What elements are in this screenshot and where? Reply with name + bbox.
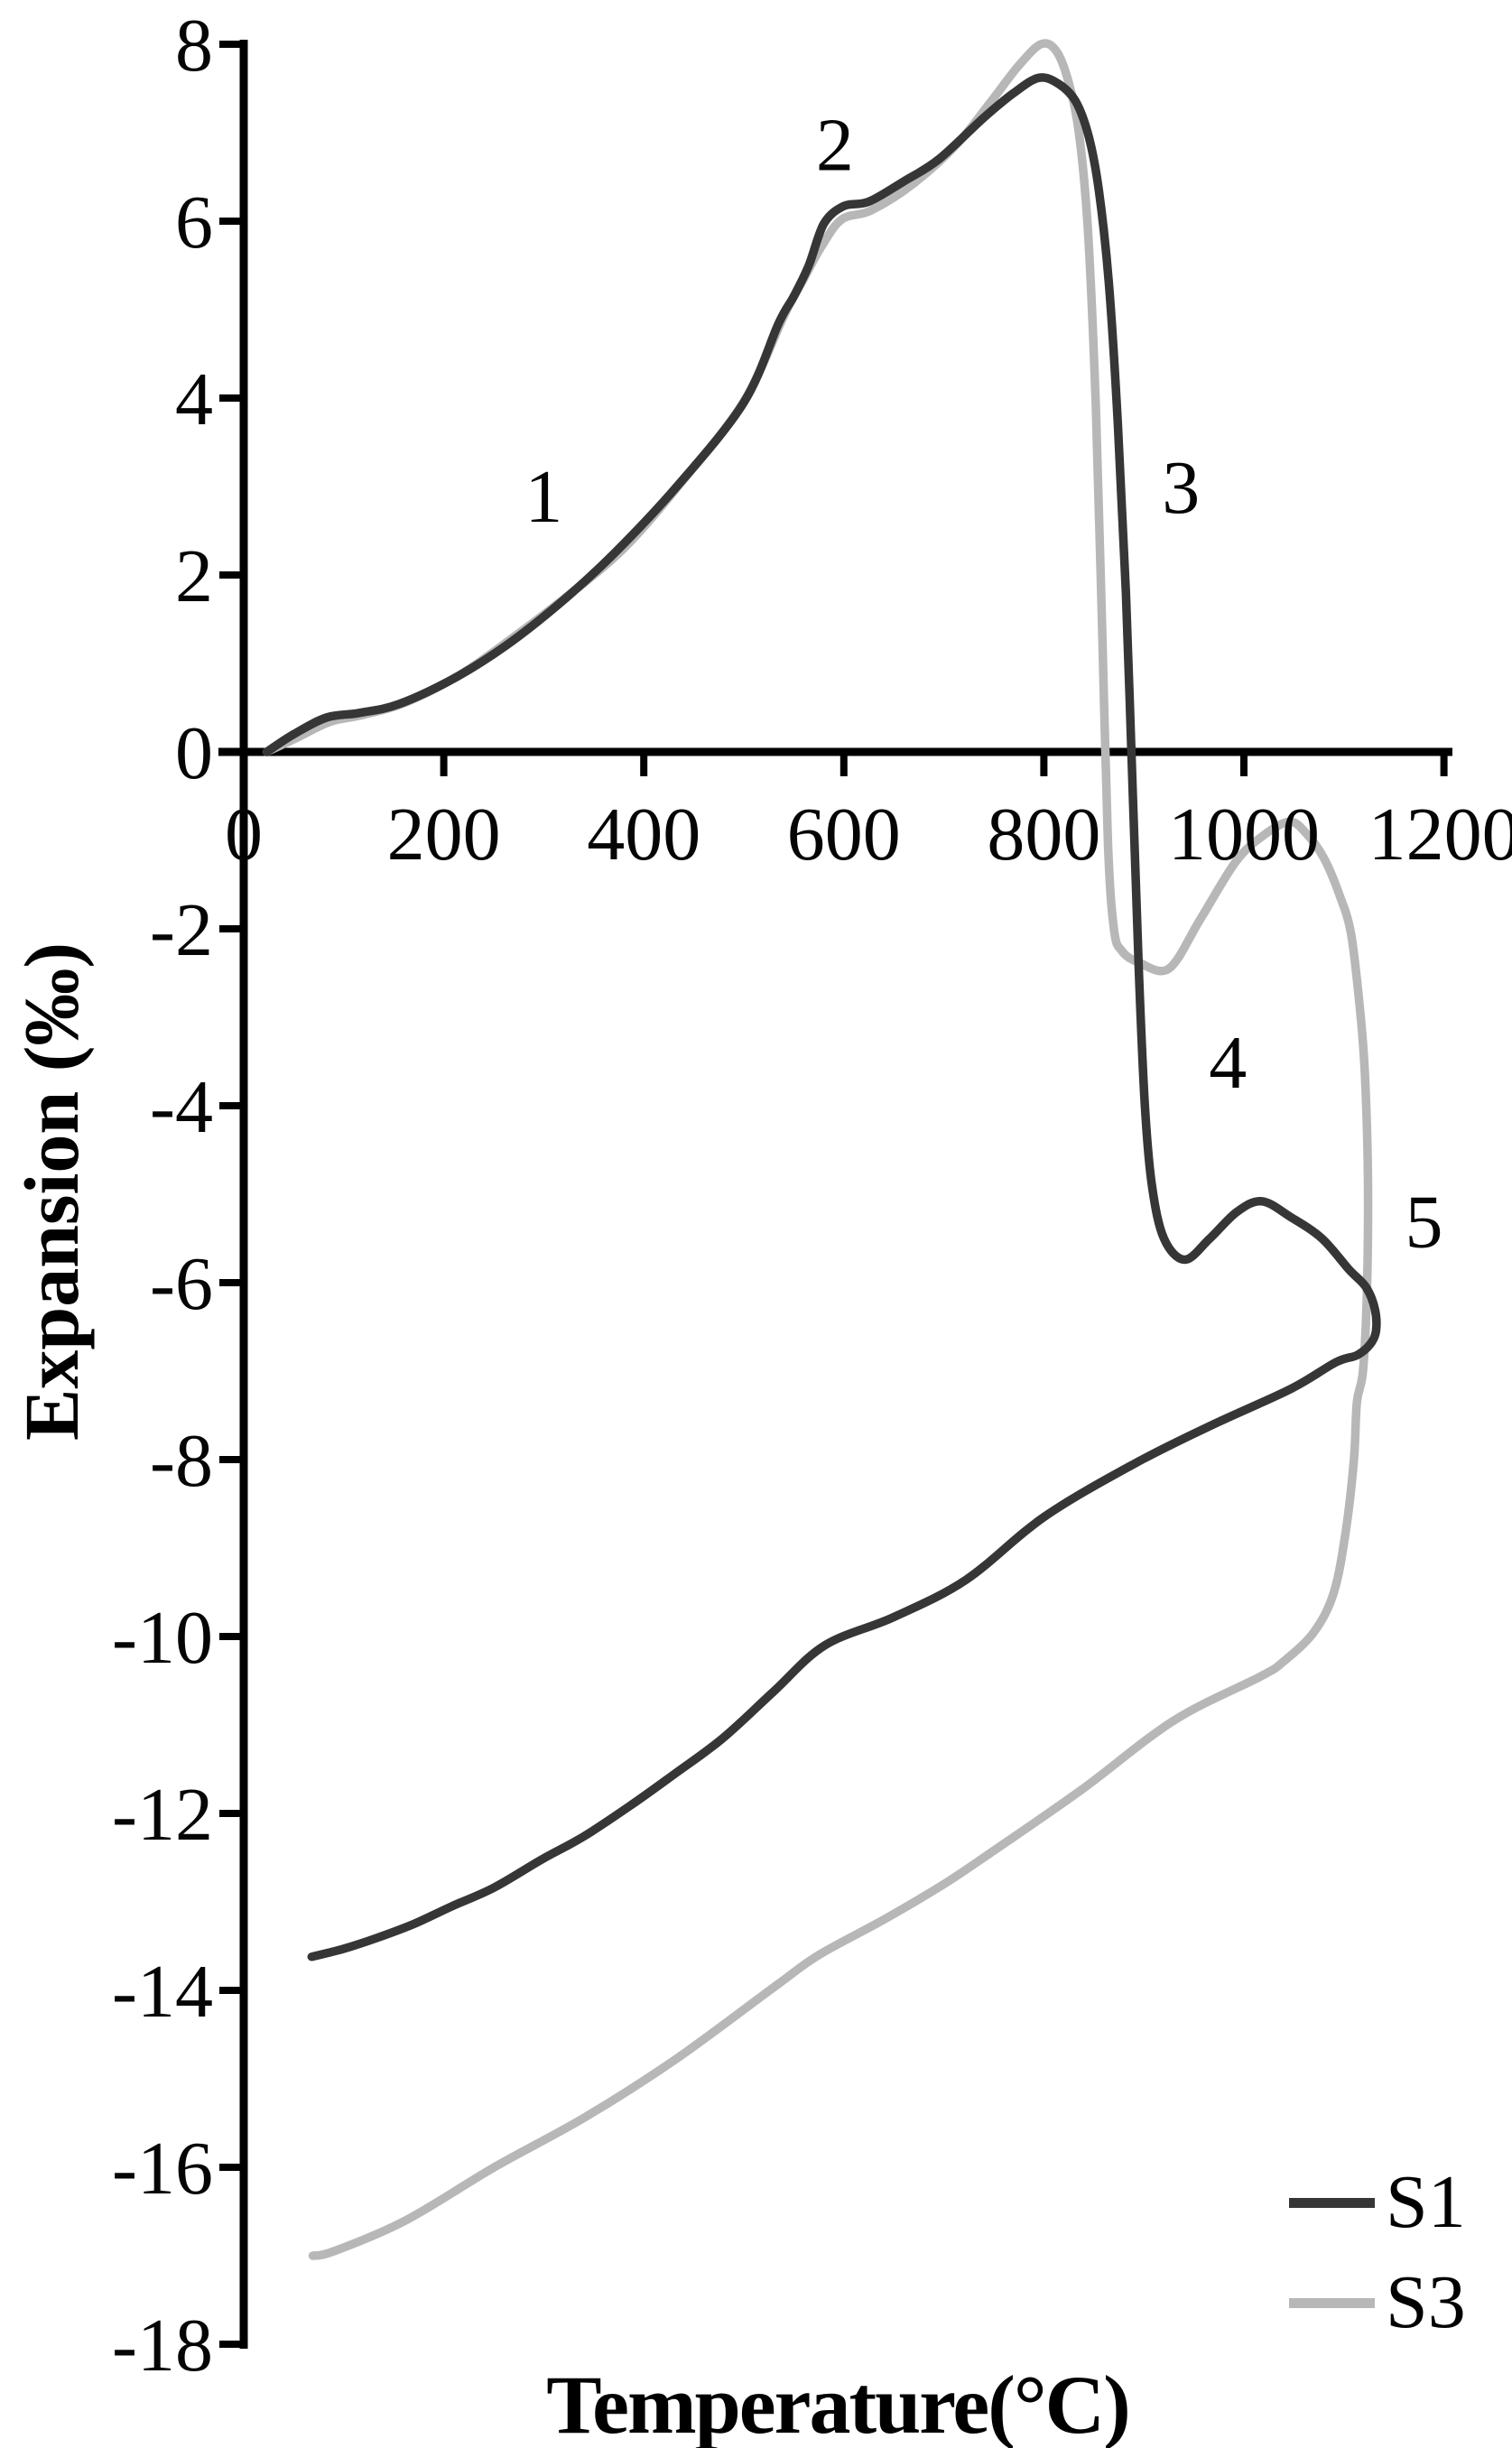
legend-swatch-s3 bbox=[1289, 2297, 1375, 2308]
annotation-4: 4 bbox=[1209, 1021, 1247, 1105]
x-tick-label-800: 800 bbox=[987, 793, 1100, 876]
y-tick-label-minus10: -10 bbox=[112, 1596, 213, 1680]
x-tick-label-600: 600 bbox=[787, 793, 901, 876]
s1-curve bbox=[262, 73, 1381, 1961]
y-tick-label-2: 2 bbox=[175, 534, 213, 618]
y-tick-label-minus2: -2 bbox=[150, 888, 213, 972]
y-tick-label-minus16: -16 bbox=[112, 2127, 213, 2211]
annotation-1: 1 bbox=[524, 455, 562, 539]
x-tick-label-400: 400 bbox=[587, 793, 700, 876]
y-tick-label-4: 4 bbox=[175, 357, 213, 441]
y-tick-label-minus8: -8 bbox=[150, 1419, 213, 1503]
x-tick-label-1000: 1000 bbox=[1168, 793, 1320, 876]
legend-item-s3: S3 bbox=[1289, 2260, 1466, 2344]
y-tick-label-minus14: -14 bbox=[112, 1950, 213, 2034]
legend-label-s1: S1 bbox=[1386, 2160, 1466, 2244]
annotation-3: 3 bbox=[1162, 446, 1200, 530]
y-tick-label-minus18: -18 bbox=[112, 2304, 213, 2388]
y-tick-label-minus4: -4 bbox=[150, 1065, 213, 1149]
legend-item-s1: S1 bbox=[1289, 2160, 1466, 2244]
y-axis-title: Expansion (‰) bbox=[8, 942, 95, 1441]
annotation-2: 2 bbox=[816, 104, 854, 188]
y-tick-label-0: 0 bbox=[175, 711, 213, 795]
y-tick-label-minus6: -6 bbox=[150, 1242, 213, 1326]
annotation-5: 5 bbox=[1405, 1180, 1442, 1264]
x-tick-label-1200: 1200 bbox=[1368, 793, 1512, 876]
x-tick-label-200: 200 bbox=[387, 793, 501, 876]
x-tick-label-0: 0 bbox=[225, 793, 263, 876]
legend-label-s3: S3 bbox=[1386, 2260, 1466, 2344]
legend: S1 S3 bbox=[1289, 2160, 1466, 2344]
y-tick-label-minus12: -12 bbox=[112, 1773, 213, 1857]
legend-swatch-s1 bbox=[1289, 2197, 1375, 2208]
s3-curve bbox=[262, 39, 1373, 2260]
x-axis-title: Temperature(°C) bbox=[546, 2359, 1131, 2448]
y-tick-label-6: 6 bbox=[175, 181, 213, 264]
y-tick-label-8: 8 bbox=[175, 4, 213, 88]
